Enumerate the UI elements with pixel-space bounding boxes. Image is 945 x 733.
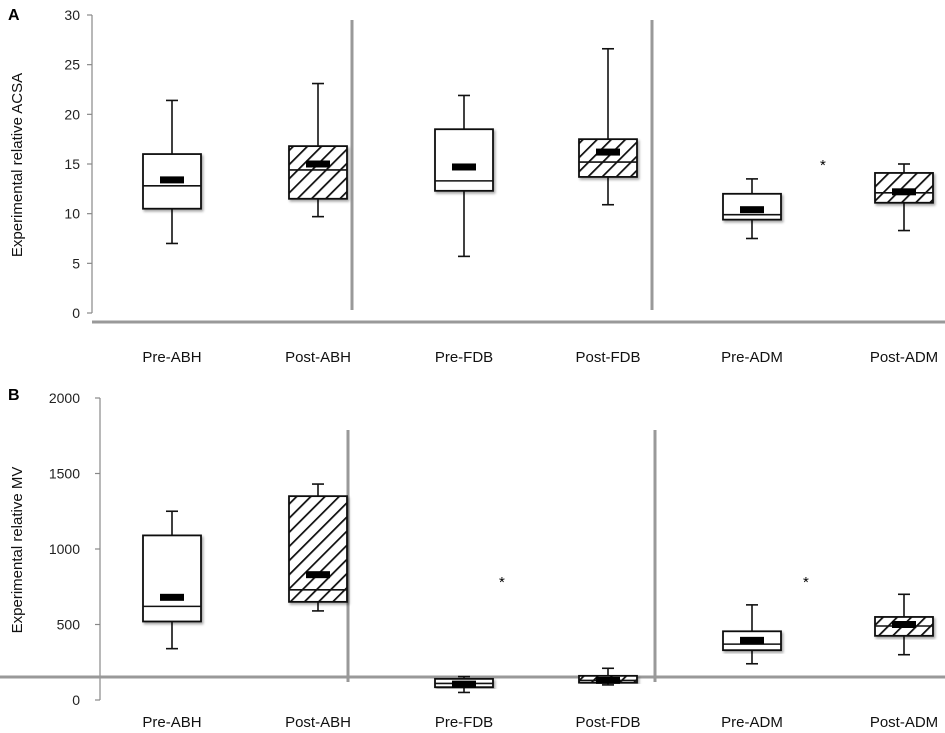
panel-b-label: B — [8, 387, 20, 404]
category-label-pre-adm: Pre-ADM — [721, 714, 783, 731]
category-label-post-adm: Post-ADM — [870, 349, 938, 366]
mean-marker — [160, 593, 184, 601]
panel-b-y-axis-label: Experimental relative MV — [9, 467, 26, 634]
category-label-post-abh: Post-ABH — [285, 714, 351, 731]
box-pre-abh — [142, 510, 202, 650]
mean-marker — [452, 163, 476, 171]
panel-a-y-tick-label: 10 — [64, 206, 80, 222]
panel-b-boxes — [142, 483, 934, 694]
panel-b-y-tick-label: 1500 — [49, 466, 80, 482]
box-post-adm — [874, 163, 934, 232]
panel-a-category-labels: Pre-ABH Post-ABH Pre-FDB Post-FDB Pre-ADM Pos… — [142, 349, 938, 366]
category-label-post-abh: Post-ABH — [285, 349, 351, 366]
interquartile-box — [288, 145, 348, 200]
panel-b-y-tick-label: 0 — [72, 692, 80, 708]
panel-a-y-tick-label: 25 — [64, 57, 80, 73]
panel-a-label: A — [8, 7, 20, 24]
category-label-post-adm: Post-ADM — [870, 714, 938, 731]
category-label-pre-fdb: Pre-FDB — [435, 349, 493, 366]
panel-b: B Experimental relative MV 0 500 1000 1500 2… — [0, 387, 945, 731]
interquartile-box — [142, 534, 202, 623]
mean-marker — [306, 160, 330, 168]
mean-marker — [740, 206, 764, 214]
panel-a-axes — [91, 15, 945, 324]
panel-b-y-tick-label: 2000 — [49, 390, 80, 406]
mean-marker — [740, 636, 764, 644]
panel-a-boxes — [142, 47, 934, 258]
panel-a-y-tick-label: 20 — [64, 106, 80, 122]
panel-b-y-tick-label: 1000 — [49, 541, 80, 557]
mean-marker — [892, 621, 916, 628]
mean-marker — [892, 188, 916, 196]
panel-b-y-tick-label: 500 — [57, 617, 81, 633]
mean-marker — [452, 680, 476, 688]
interquartile-box — [874, 172, 934, 204]
mean-marker — [596, 148, 620, 156]
panel-a-y-axis-label: Experimental relative ACSA — [9, 73, 26, 257]
category-label-pre-fdb: Pre-FDB — [435, 714, 493, 731]
box-post-fdb — [578, 667, 638, 686]
category-label-pre-adm: Pre-ADM — [721, 349, 783, 366]
category-label-post-fdb: Post-FDB — [575, 349, 640, 366]
panel-a-y-tick-label: 15 — [64, 156, 80, 172]
mean-marker — [596, 676, 620, 684]
panel-b-y-ticks: 0 500 1000 1500 2000 — [49, 390, 100, 708]
panel-a-y-ticks: 0 5 10 15 20 25 30 — [64, 7, 92, 321]
panel-b-axes — [0, 398, 945, 700]
box-post-adm — [874, 593, 934, 656]
box-pre-fdb — [434, 94, 494, 258]
box-pre-fdb — [434, 675, 494, 694]
panel-a-y-tick-label: 30 — [64, 7, 80, 23]
category-label-pre-abh: Pre-ABH — [142, 714, 201, 731]
box-pre-adm — [722, 178, 782, 240]
panel-a-y-tick-label: 5 — [72, 255, 80, 271]
panel-b-significance-marker-adm: * — [803, 574, 809, 591]
category-label-pre-abh: Pre-ABH — [142, 349, 201, 366]
box-pre-adm — [722, 604, 782, 665]
panel-a: A Experimental relative ACSA 0 5 10 15 20 25 3… — [8, 7, 945, 366]
box-post-fdb — [578, 47, 638, 206]
interquartile-box — [578, 138, 638, 178]
category-label-post-fdb: Post-FDB — [575, 714, 640, 731]
panel-a-significance-marker: * — [820, 157, 826, 174]
mean-marker — [160, 176, 184, 184]
panel-b-significance-marker-fdb: * — [499, 574, 505, 591]
box-post-abh — [288, 483, 348, 612]
box-post-abh — [288, 82, 348, 218]
panel-b-category-labels: Pre-ABH Post-ABH Pre-FDB Post-FDB Pre-ADM Pos… — [142, 714, 938, 731]
interquartile-box — [288, 495, 348, 603]
mean-marker — [306, 571, 330, 579]
panel-a-y-tick-label: 0 — [72, 305, 80, 321]
box-pre-abh — [142, 99, 202, 245]
